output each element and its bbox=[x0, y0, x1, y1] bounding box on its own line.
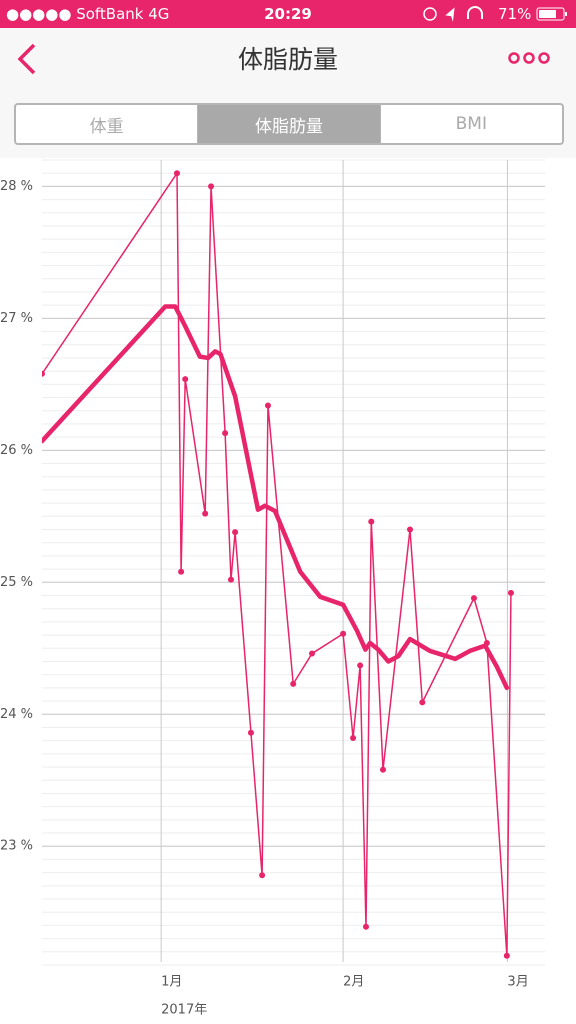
data-point bbox=[350, 735, 357, 742]
data-point bbox=[380, 766, 387, 773]
segmented-control: 体重 体脂肪量 BMI bbox=[14, 103, 564, 145]
battery-icon bbox=[536, 7, 567, 21]
data-point bbox=[202, 510, 209, 517]
data-point bbox=[340, 630, 347, 637]
y-tick-label: 24 % bbox=[0, 707, 33, 722]
data-point bbox=[470, 595, 477, 602]
data-line bbox=[42, 304, 510, 691]
y-tick-label: 23 % bbox=[0, 839, 33, 854]
data-line bbox=[42, 172, 512, 957]
data-point bbox=[173, 170, 180, 177]
data-point bbox=[507, 589, 514, 596]
status-icons bbox=[423, 6, 483, 22]
data-point bbox=[357, 662, 364, 669]
carrier: ●●●●● SoftBank 4G bbox=[6, 5, 170, 23]
data-point bbox=[503, 952, 510, 959]
x-sublabel: 2017年 bbox=[161, 1003, 207, 1018]
data-point bbox=[259, 872, 266, 879]
data-point bbox=[368, 518, 375, 525]
data-point bbox=[247, 729, 254, 736]
y-tick-label: 25 % bbox=[0, 575, 33, 590]
axis-labels: 23 % 24 % 25 % 26 % 27 % 28 % 1月 2月 3月 2017年 bbox=[0, 179, 529, 1018]
x-tick-label: 1月 bbox=[161, 975, 182, 990]
data-point bbox=[227, 576, 234, 583]
grid bbox=[42, 159, 545, 966]
nav-bar: 体脂肪量 体重 体脂肪量 BMI bbox=[0, 28, 576, 158]
segment[interactable]: 体脂肪量 bbox=[198, 105, 381, 143]
data-point bbox=[222, 430, 229, 437]
data-point bbox=[290, 680, 297, 687]
data-point bbox=[419, 699, 426, 706]
data-point bbox=[362, 923, 369, 930]
plot bbox=[42, 170, 514, 959]
battery-level: 71% bbox=[498, 5, 532, 23]
data-point bbox=[182, 376, 189, 383]
data-point bbox=[308, 650, 315, 657]
more-button[interactable] bbox=[506, 50, 552, 66]
y-tick-label: 28 % bbox=[0, 179, 33, 194]
clock: 20:29 bbox=[264, 5, 312, 23]
nav-title: 体脂肪量 bbox=[237, 45, 338, 74]
data-point bbox=[178, 568, 185, 575]
data-point bbox=[42, 370, 45, 377]
data-point bbox=[264, 402, 271, 409]
y-tick-label: 26 % bbox=[0, 443, 33, 458]
back-button[interactable] bbox=[14, 42, 40, 76]
data-point bbox=[208, 183, 215, 190]
y-tick-label: 27 % bbox=[0, 311, 33, 326]
segment[interactable]: BMI bbox=[455, 114, 487, 134]
data-point bbox=[232, 529, 239, 536]
status-bar: ●●●●● SoftBank 4G 20:29 71% bbox=[0, 0, 576, 28]
data-point bbox=[407, 526, 414, 533]
x-tick-label: 3月 bbox=[507, 975, 528, 990]
segment[interactable]: 体重 bbox=[16, 105, 199, 143]
x-tick-label: 2月 bbox=[343, 975, 364, 990]
